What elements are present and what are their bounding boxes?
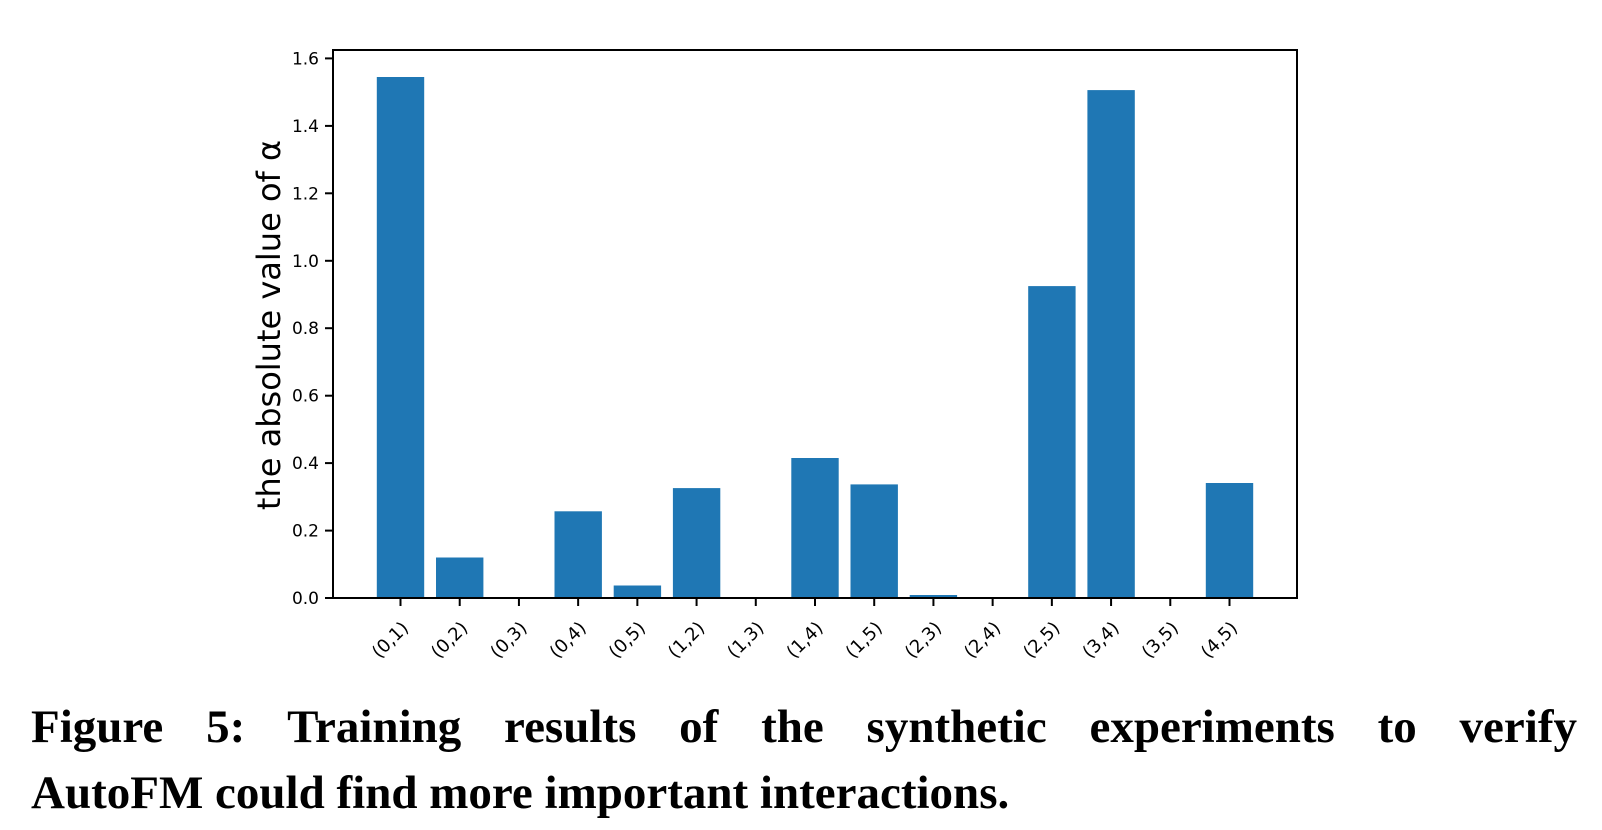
x-tick-label: (1,5) bbox=[842, 618, 887, 663]
y-tick-label: 1.0 bbox=[292, 252, 319, 272]
caption-line-1: Figure 5: Training results of the synthe… bbox=[31, 694, 1577, 760]
x-tick-label: (2,3) bbox=[901, 618, 946, 663]
bar-(0,2) bbox=[436, 557, 484, 598]
bar-(2,3) bbox=[909, 595, 958, 598]
x-tick-label: (2,4) bbox=[960, 618, 1005, 663]
caption-line-2: AutoFM could find more important interac… bbox=[31, 767, 1010, 819]
x-tick-label: (1,4) bbox=[783, 618, 828, 663]
caption-figure-label: Figure 5: bbox=[31, 701, 246, 753]
x-tick-label: (0,5) bbox=[605, 618, 650, 663]
y-tick-label: 1.4 bbox=[292, 117, 319, 137]
y-tick-label: 0.0 bbox=[292, 589, 319, 609]
y-axis-label: the absolute value of α bbox=[250, 139, 288, 511]
bar-(3,4) bbox=[1087, 90, 1135, 598]
x-tick-label: (0,3) bbox=[486, 618, 531, 663]
x-tick-label: (4,5) bbox=[1197, 618, 1242, 663]
bar-chart: (0,1) (0,2) (0,3) (0,4) (0,5) (1,2) (1,3) (1,4)… bbox=[250, 49, 1298, 663]
bar-(1,2) bbox=[672, 488, 721, 598]
x-tick-label: (0,1) bbox=[368, 618, 413, 663]
x-tick-label: (2,5) bbox=[1019, 618, 1064, 663]
plot-border bbox=[332, 49, 1298, 599]
x-tick-label: (3,5) bbox=[1138, 618, 1183, 663]
bar-(0,5) bbox=[613, 585, 662, 598]
figure-caption: Figure 5: Training results of the synthe… bbox=[31, 694, 1577, 826]
y-tick-label: 0.8 bbox=[292, 319, 319, 339]
y-tick-label: 1.6 bbox=[292, 49, 319, 69]
y-tick-label: 0.6 bbox=[292, 387, 319, 407]
bar-(4,5) bbox=[1205, 483, 1254, 598]
y-tick-label: 1.2 bbox=[292, 184, 319, 204]
bar-(0,1) bbox=[376, 77, 425, 598]
x-tick-label: (0,4) bbox=[546, 618, 591, 663]
y-tick-label: 0.2 bbox=[292, 522, 319, 542]
x-tick-label: (1,2) bbox=[664, 618, 709, 663]
x-tick-label: (0,2) bbox=[427, 618, 472, 663]
y-tick-label: 0.4 bbox=[292, 454, 319, 474]
caption-text-line1: Training results of the synthetic experi… bbox=[287, 701, 1577, 753]
bar-(1,4) bbox=[791, 458, 839, 598]
bar-(2,5) bbox=[1028, 286, 1076, 598]
chart-canvas: (0,1) (0,2) (0,3) (0,4) (0,5) (1,2) (1,3) (1,4)… bbox=[292, 49, 1298, 663]
bar-(0,4) bbox=[554, 511, 602, 598]
bar-(1,5) bbox=[850, 484, 898, 598]
x-tick-label: (1,3) bbox=[723, 618, 768, 663]
x-tick-label: (3,4) bbox=[1079, 618, 1124, 663]
